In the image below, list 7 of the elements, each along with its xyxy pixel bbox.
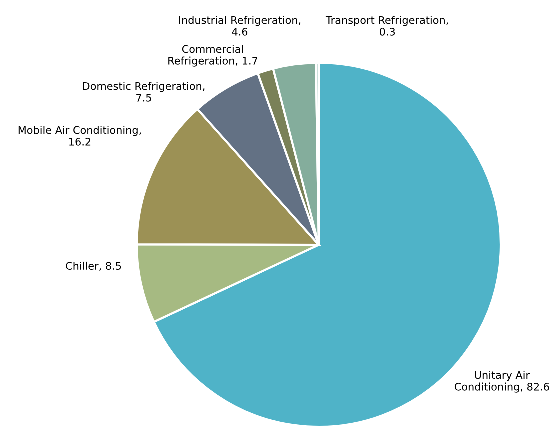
slice-label: Chiller, 8.5 bbox=[66, 262, 122, 272]
slice-label: Domestic Refrigeration, 7.5 bbox=[83, 82, 205, 102]
slice-label: Transport Refrigeration, 0.3 bbox=[326, 16, 448, 36]
slice-label: Mobile Air Conditioning, 16.2 bbox=[18, 126, 142, 146]
slice-label: Industrial Refrigeration, 4.6 bbox=[179, 16, 301, 36]
slice-label: Unitary Air Conditioning, 82.6 bbox=[454, 371, 550, 393]
slice-label: Commercial Refrigeration, 1.7 bbox=[168, 45, 258, 67]
